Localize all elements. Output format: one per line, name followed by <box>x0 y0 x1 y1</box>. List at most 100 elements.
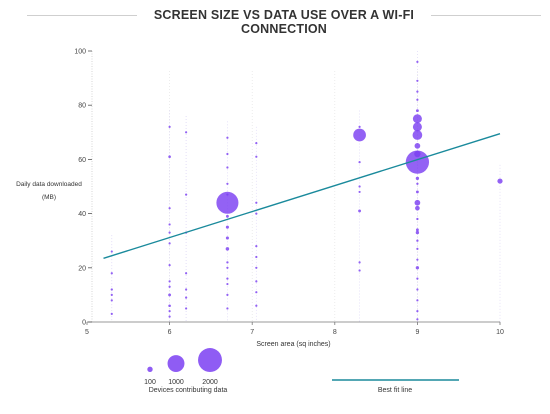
legend-size-value: 100 <box>144 379 156 386</box>
legend-bubble-100 <box>147 366 153 372</box>
data-points <box>110 60 503 321</box>
data-point <box>358 269 361 272</box>
data-point <box>255 266 258 269</box>
data-point <box>168 304 171 308</box>
y-tick-label: 100 <box>74 49 86 56</box>
data-point <box>358 161 361 164</box>
x-tick-label: 5 <box>85 329 89 336</box>
data-point <box>110 312 113 315</box>
data-point <box>416 247 419 250</box>
x-tick-label: 10 <box>496 329 504 336</box>
data-point <box>415 190 419 194</box>
data-point <box>110 299 113 302</box>
data-point <box>416 60 419 63</box>
data-point <box>412 114 422 124</box>
data-point <box>225 225 229 229</box>
legend-bubble-1000 <box>167 355 185 373</box>
data-point <box>416 79 419 82</box>
data-point <box>414 143 421 149</box>
y-tick-label: 60 <box>78 157 86 164</box>
data-point <box>497 178 503 184</box>
data-point <box>185 131 188 134</box>
data-point <box>412 122 422 132</box>
data-point <box>168 263 171 267</box>
data-point <box>168 310 171 313</box>
data-point <box>226 136 229 139</box>
data-point <box>358 209 362 213</box>
data-point <box>358 125 361 128</box>
data-point <box>168 223 171 226</box>
data-point <box>168 315 171 318</box>
data-point <box>110 293 113 296</box>
data-point <box>168 125 171 128</box>
data-point <box>405 150 430 174</box>
data-point <box>185 296 188 299</box>
data-point <box>416 318 419 321</box>
data-point <box>168 293 172 297</box>
data-point <box>226 182 229 185</box>
data-point <box>255 291 258 294</box>
data-point <box>226 282 229 286</box>
data-point <box>168 207 171 210</box>
data-point <box>416 258 419 261</box>
best-fit-line-group <box>103 132 501 259</box>
data-point <box>226 266 229 269</box>
data-point <box>416 288 419 291</box>
tick-labels: 0 20 40 60 80 100 5 6 7 8 9 10 <box>74 49 504 337</box>
chart-title: SCREEN SIZE VS DATA USE OVER A WI-FI CON… <box>153 8 415 36</box>
data-point <box>255 255 258 259</box>
x-tick-label: 7 <box>250 329 254 336</box>
data-point <box>416 310 419 313</box>
data-point <box>185 288 188 291</box>
data-point <box>255 142 258 145</box>
best-fit-line <box>103 132 501 259</box>
legend-line-label: Best fit line <box>377 387 413 394</box>
data-point <box>414 199 421 206</box>
data-point <box>168 231 171 234</box>
data-point <box>225 236 229 240</box>
data-point <box>416 277 419 280</box>
y-tick-label: 20 <box>78 265 86 272</box>
data-point <box>226 293 229 296</box>
data-point <box>412 130 423 140</box>
data-point <box>416 299 419 302</box>
title-rule-right <box>431 15 541 16</box>
data-point <box>168 280 171 283</box>
data-point <box>185 307 188 310</box>
axes <box>87 51 500 323</box>
data-point <box>110 272 113 275</box>
x-tick-label: 9 <box>415 329 419 336</box>
data-point <box>358 185 361 188</box>
data-point <box>358 261 361 264</box>
data-point <box>225 214 229 218</box>
y-tick-label: 0 <box>82 320 86 327</box>
y-tick-label: 40 <box>78 211 86 218</box>
data-point <box>415 266 420 270</box>
data-point <box>168 242 171 245</box>
data-point <box>415 109 419 113</box>
data-point <box>353 128 366 142</box>
data-point <box>226 277 229 280</box>
data-point <box>110 250 113 253</box>
data-point <box>358 190 361 194</box>
data-point <box>185 272 188 275</box>
data-point <box>416 182 419 185</box>
data-point <box>416 98 419 101</box>
data-point <box>168 155 171 158</box>
x-tick-label: 6 <box>168 329 172 336</box>
data-point <box>416 90 419 93</box>
legend-size-value: 2000 <box>202 379 218 386</box>
data-point <box>416 217 419 221</box>
data-point <box>226 261 229 264</box>
data-point <box>255 201 258 204</box>
y-tick-label: 80 <box>78 103 86 110</box>
data-point <box>226 166 229 169</box>
data-point <box>255 245 258 248</box>
data-point <box>216 191 239 214</box>
legend-bubble-2000 <box>198 348 222 372</box>
title-rule-left <box>27 15 137 16</box>
chart-title-area: SCREEN SIZE VS DATA USE OVER A WI-FI CON… <box>0 8 550 42</box>
data-point <box>226 152 229 156</box>
data-point <box>225 247 230 251</box>
